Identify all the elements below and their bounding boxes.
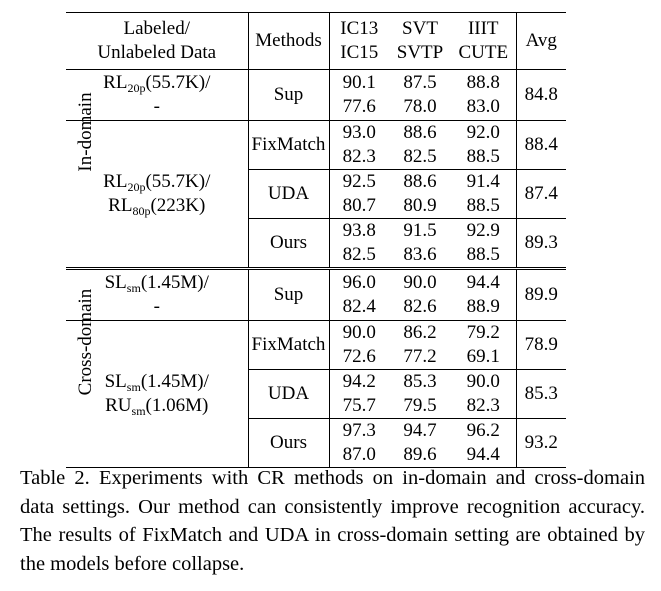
method-cell: FixMatch	[248, 320, 330, 370]
data-setting-cell: SLsm(1.45M)/ RUsm(1.06M)	[66, 320, 249, 468]
table-row: SLsm(1.45M)/ - Sup 96.0 82.4 90.0 82.6 94.…	[66, 268, 566, 321]
iiit-cell: 88.8 83.0	[451, 69, 517, 121]
header-avg: Avg	[525, 30, 557, 51]
header-iiit: IIIT CUTE	[451, 12, 517, 70]
avg-cell: 78.9	[524, 334, 558, 355]
iiit-cell: 92.9 88.5	[451, 218, 517, 269]
iiit-cell: 96.2 94.4	[451, 418, 517, 468]
svt-cell: 86.2 77.2	[403, 322, 437, 367]
avg-cell: 87.4	[516, 169, 566, 219]
method-cell: Sup	[248, 268, 330, 321]
svt-cell: 90.0 82.6	[403, 272, 437, 317]
header-row: Labeled/ Unlabeled Data Methods IC13 IC1…	[66, 12, 566, 70]
header-data: Labeled/ Unlabeled Data	[66, 12, 249, 70]
data-setting-cell: SLsm(1.45M)/ -	[66, 268, 249, 321]
ic-cell: 90.1 77.6	[342, 72, 376, 117]
ic-cell: 92.5 80.7	[329, 169, 389, 219]
method-cell: Ours	[248, 218, 330, 269]
table-row: RL20p(55.7K)/ - Sup 90.1 77.6 87.5 78.0 88…	[66, 69, 566, 121]
header-ic: IC13 IC15	[340, 18, 379, 63]
avg-cell: 89.9	[524, 284, 558, 305]
svt-cell: 88.6 82.5	[403, 122, 437, 167]
svt-cell: 87.5 78.0	[403, 72, 437, 117]
ic-cell: 97.3 87.0	[329, 418, 389, 468]
table-row: UDA 92.5 80.7 88.6 80.9 91.4 88.5 87.4	[66, 169, 566, 219]
header-methods: Methods	[248, 12, 330, 70]
table-row: RL20p(55.7K)/ RL80p(223K) FixMatch 93.0 8…	[66, 120, 566, 269]
table-row: Ours 97.3 87.0 94.7 89.6 96.2 94.4 93.2	[66, 418, 566, 468]
method-cell: UDA	[248, 169, 330, 219]
table-caption: Table 2. Experiments with CR methods on …	[20, 467, 645, 575]
ic-cell: 93.8 82.5	[329, 218, 389, 269]
table-row: Ours 93.8 82.5 91.5 83.6 92.9 88.5 89.3	[66, 218, 566, 269]
table-row: UDA 94.2 75.7 85.3 79.5 90.0 82.3 85.3	[66, 369, 566, 419]
iiit-cell: 94.4 88.9	[451, 268, 517, 321]
svt-cell: 88.6 80.9	[389, 169, 451, 219]
group-label-in-domain: In-domain	[75, 92, 96, 172]
results-table: Labeled/ Unlabeled Data Methods IC13 IC1…	[66, 12, 566, 468]
svt-cell: 91.5 83.6	[389, 218, 451, 269]
method-cell: Sup	[248, 69, 330, 121]
avg-cell: 84.8	[524, 84, 558, 105]
data-setting-cell: RL20p(55.7K)/ RL80p(223K)	[66, 120, 249, 269]
iiit-cell: 91.4 88.5	[451, 169, 517, 219]
iiit-cell: 92.0 88.5	[451, 120, 517, 170]
method-cell: FixMatch	[248, 120, 330, 170]
header-svt: SVT SVTP	[396, 18, 444, 63]
ic-cell: 94.2 75.7	[329, 369, 389, 419]
method-cell: UDA	[248, 369, 330, 419]
avg-cell-best: 93.2	[516, 418, 566, 468]
svt-cell: 85.3 79.5	[389, 369, 451, 419]
table-row: SLsm(1.45M)/ RUsm(1.06M) FixMatch 90.0 72…	[66, 320, 566, 468]
svt-cell: 94.7 89.6	[389, 418, 451, 468]
avg-cell: 89.3	[516, 218, 566, 269]
avg-cell: 85.3	[516, 369, 566, 419]
ic-cell: 90.0 72.6	[342, 322, 376, 367]
ic-cell: 96.0 82.4	[342, 272, 376, 317]
group-label-cross-domain: Cross-domain	[75, 288, 96, 396]
iiit-cell: 79.2 69.1	[451, 320, 517, 370]
method-cell: Ours	[248, 418, 330, 468]
avg-cell: 88.4	[524, 134, 558, 155]
ic-cell: 93.0 82.3	[342, 122, 376, 167]
iiit-cell: 90.0 82.3	[451, 369, 517, 419]
data-setting-cell: RL20p(55.7K)/ -	[66, 69, 249, 121]
